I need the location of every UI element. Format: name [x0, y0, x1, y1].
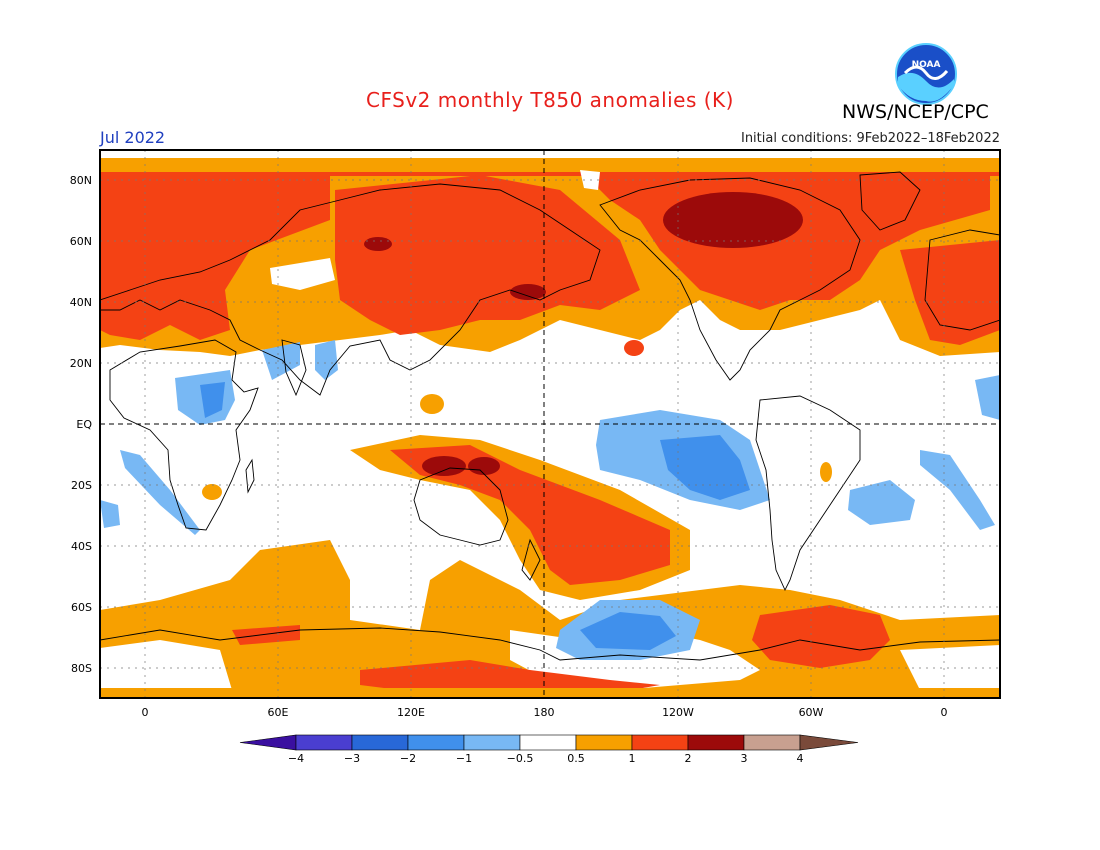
cold-india — [262, 342, 300, 380]
colorbar-label: −2 — [400, 752, 416, 765]
map-frame — [99, 149, 1001, 699]
red-antarctic-small — [232, 625, 300, 645]
initial-conditions-label: Initial conditions: 9Feb2022–18Feb2022 — [740, 131, 1000, 146]
lon-label: 60W — [799, 706, 824, 719]
coast-africa — [109, 339, 259, 531]
colorbar-segment — [575, 734, 633, 751]
lat-label: 60S — [71, 601, 92, 614]
red-antarctic-ross — [360, 660, 660, 692]
cold-south-atlantic-west — [120, 450, 200, 535]
lat-label: EQ — [76, 418, 92, 431]
colorbar-segment — [631, 734, 689, 751]
colorbar-label: −4 — [288, 752, 304, 765]
month-label: Jul 2022 — [100, 128, 166, 147]
colorbar-label: 0.5 — [567, 752, 585, 765]
white-antarctic-east — [900, 645, 1000, 690]
lon-label: 120E — [397, 706, 425, 719]
lon-label: 60E — [268, 706, 289, 719]
coast-greenland — [859, 171, 921, 231]
darkred-maritime-2 — [468, 457, 500, 475]
colorbar-segment — [743, 734, 801, 751]
coast-antarctica — [100, 627, 1000, 661]
coast-india — [281, 339, 307, 397]
coast-europe-east — [924, 229, 1000, 331]
orange-africa-spot — [202, 484, 222, 500]
lon-label: 180 — [534, 706, 555, 719]
polar-cap-red — [100, 172, 1000, 176]
colorbar-segment — [351, 734, 409, 751]
lon-label: 120W — [662, 706, 694, 719]
colorbar-label: 4 — [797, 752, 804, 765]
lon-labels: 0 60E 120E 180 120W 60W 0 — [142, 706, 948, 719]
polar-cap-band — [100, 158, 1000, 172]
noaa-logo: NOAA — [895, 43, 957, 105]
coastlines — [100, 171, 1000, 661]
lon-label: 0 — [142, 706, 149, 719]
red-weddell — [752, 605, 890, 668]
chart-title: CFSv2 monthly T850 anomalies (K) — [366, 88, 734, 112]
colorbar-arrow-right — [799, 734, 859, 751]
lat-label: 60N — [70, 235, 92, 248]
colorbar-label: 3 — [741, 752, 748, 765]
colorbar: −4 −3 −2 −1 −0.5 0.5 1 2 3 4 — [239, 734, 859, 765]
colorbar-segment — [463, 734, 521, 751]
white-central-asia — [270, 258, 335, 290]
lat-label: 80S — [71, 662, 92, 675]
coast-north-america — [599, 177, 861, 381]
colorbar-segment — [519, 734, 577, 751]
orange-sea-spot — [420, 394, 444, 414]
colorbar-segment — [407, 734, 465, 751]
coast-south-america — [755, 395, 861, 592]
coast-new-zealand — [521, 538, 541, 581]
darkred-maritime-1 — [422, 456, 466, 476]
red-patch-pacific — [624, 340, 644, 356]
cold-east-pacific-mid — [660, 435, 750, 500]
colorbar-label: −3 — [344, 752, 360, 765]
coast-eurasia — [100, 183, 601, 396]
equator-dateline — [100, 150, 1000, 698]
noaa-logo-text: NOAA — [912, 60, 941, 70]
darkred-canada — [663, 192, 803, 248]
warm-tongue-red — [390, 445, 670, 585]
colorbar-label: 2 — [685, 752, 692, 765]
cold-east-atlantic — [975, 375, 1000, 420]
darkred-siberia — [364, 237, 392, 251]
lon-label: 0 — [941, 706, 948, 719]
cold-indian-west — [100, 500, 120, 528]
colorbar-label: −0.5 — [507, 752, 534, 765]
colorbar-segment — [687, 734, 745, 751]
cold-southern-ocean-mid — [580, 612, 676, 650]
agency-label: NWS/NCEP/CPC — [842, 101, 989, 123]
lat-label: 40S — [71, 540, 92, 553]
cold-bay-bengal — [315, 340, 338, 380]
lat-labels: 80N 60N 40N 20N EQ 20S 40S 60S 80S — [70, 174, 93, 675]
polar-south-band — [100, 688, 1000, 698]
colorbar-arrow-left — [239, 734, 297, 751]
colorbar-segment — [295, 734, 353, 751]
cold-south-atlantic — [848, 480, 915, 525]
colorbar-label: 1 — [629, 752, 636, 765]
coast-australia — [413, 467, 509, 546]
orange-brazil-spot — [820, 462, 832, 482]
darkred-pacific — [510, 284, 546, 300]
red-europe-east — [900, 240, 1000, 345]
lat-label: 20S — [71, 479, 92, 492]
cold-south-atlantic-east — [920, 450, 995, 530]
red-europe — [100, 172, 330, 340]
colorbar-label: −1 — [456, 752, 472, 765]
cold-africa-mid — [200, 382, 225, 418]
lat-label: 20N — [70, 357, 92, 370]
lat-label: 80N — [70, 174, 92, 187]
lat-label: 40N — [70, 296, 92, 309]
white-antarctic-west — [100, 640, 232, 690]
